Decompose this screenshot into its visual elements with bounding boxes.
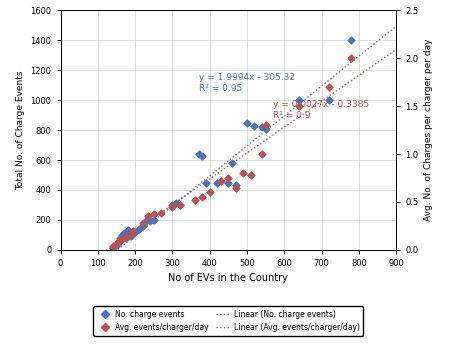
Point [150, 212, 158, 217]
Y-axis label: Total No. of Charge Events: Total No. of Charge Events [16, 70, 25, 190]
Point [199, 194, 206, 200]
Point [232, 185, 240, 191]
Point [240, 170, 247, 176]
Point [217, 178, 225, 184]
Point [135, 226, 143, 232]
Point [118, 237, 126, 242]
Point [169, 204, 176, 210]
Point [225, 175, 232, 181]
Point [130, 228, 137, 234]
Point [258, 151, 266, 157]
X-axis label: No of EVs in the Country: No of EVs in the Country [168, 273, 288, 283]
Text: y = 0.0027x - 0.3385
R² = 0.9: y = 0.0027x - 0.3385 R² = 0.9 [273, 100, 369, 120]
Point [122, 229, 130, 235]
Point [325, 98, 333, 103]
Point [247, 172, 254, 178]
Point [172, 201, 180, 206]
Point [124, 228, 131, 233]
Point [243, 120, 251, 125]
Text: y = 1.9994x - 305.32
R² = 0.95: y = 1.9994x - 305.32 R² = 0.95 [199, 73, 295, 93]
Point [131, 229, 139, 235]
Point [225, 180, 232, 185]
Point [115, 239, 122, 244]
Point [116, 238, 124, 244]
Point [146, 218, 154, 223]
Legend: No. charge events, Avg. events/charger/day, Linear (No. charge events), Linear (: No. charge events, Avg. events/charger/d… [93, 306, 363, 336]
Point [144, 213, 152, 219]
Point [262, 122, 269, 128]
Point [143, 219, 150, 224]
Point [191, 197, 199, 203]
Point [109, 246, 116, 251]
Point [348, 56, 355, 61]
Point [228, 160, 236, 166]
Point [258, 124, 266, 130]
Point [139, 223, 146, 229]
Point [116, 235, 124, 241]
Point [262, 126, 269, 132]
Point [122, 236, 130, 241]
Point [202, 180, 210, 185]
Point [150, 217, 158, 223]
Point [295, 103, 303, 109]
Point [195, 151, 202, 157]
Point [176, 202, 184, 208]
Point [206, 189, 213, 195]
Point [115, 239, 122, 245]
Point [348, 37, 355, 43]
Point [232, 183, 240, 188]
Point [113, 243, 120, 248]
Point [295, 98, 303, 103]
Point [126, 231, 133, 236]
Point [118, 232, 126, 238]
Point [176, 202, 184, 208]
Point [325, 84, 333, 90]
Point [128, 233, 135, 238]
Point [158, 211, 165, 216]
Point [139, 220, 146, 226]
Y-axis label: Avg. No. of Charges per charger per day: Avg. No. of Charges per charger per day [424, 39, 433, 221]
Point [120, 231, 128, 236]
Point [169, 202, 176, 208]
Point [109, 243, 116, 249]
Point [199, 153, 206, 158]
Point [213, 180, 221, 185]
Point [113, 241, 120, 247]
Point [251, 123, 258, 128]
